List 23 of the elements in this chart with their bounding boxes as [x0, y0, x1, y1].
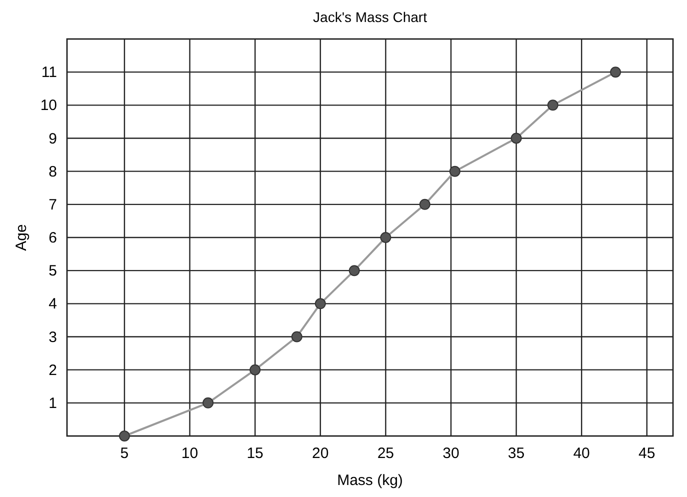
x-tick-label: 25: [377, 445, 394, 462]
x-axis-title: Mass (kg): [337, 472, 403, 489]
chart-title: Jack's Mass Chart: [313, 9, 428, 25]
y-tick-label: 2: [48, 362, 57, 379]
x-tick-label: 35: [508, 445, 525, 462]
y-tick-label: 9: [48, 130, 57, 148]
y-tick-label: 7: [48, 196, 57, 214]
y-axis-title: Age: [13, 224, 30, 251]
x-tick-label: 40: [573, 445, 590, 462]
y-tick-label: 10: [40, 97, 57, 114]
y-tick-label: 5: [48, 262, 57, 280]
x-tick-label: 45: [638, 445, 656, 462]
y-tick-label: 1: [48, 394, 57, 412]
y-tick-label: 4: [48, 296, 57, 313]
x-tick-label: 15: [246, 445, 264, 462]
x-tick-label: 5: [120, 445, 129, 462]
y-tick-label: 8: [48, 163, 57, 180]
y-tick-label: 6: [48, 230, 57, 246]
x-tick-label: 30: [442, 445, 460, 462]
x-tick-label: 20: [312, 445, 329, 462]
x-tick-label: 10: [181, 445, 198, 462]
y-tick-label: 11: [41, 64, 57, 82]
y-tick-label: 3: [48, 328, 57, 346]
